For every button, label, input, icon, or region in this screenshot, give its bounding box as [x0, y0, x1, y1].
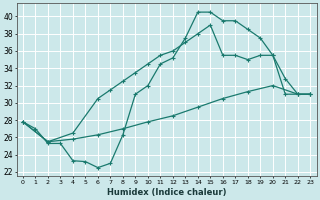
- X-axis label: Humidex (Indice chaleur): Humidex (Indice chaleur): [107, 188, 226, 197]
